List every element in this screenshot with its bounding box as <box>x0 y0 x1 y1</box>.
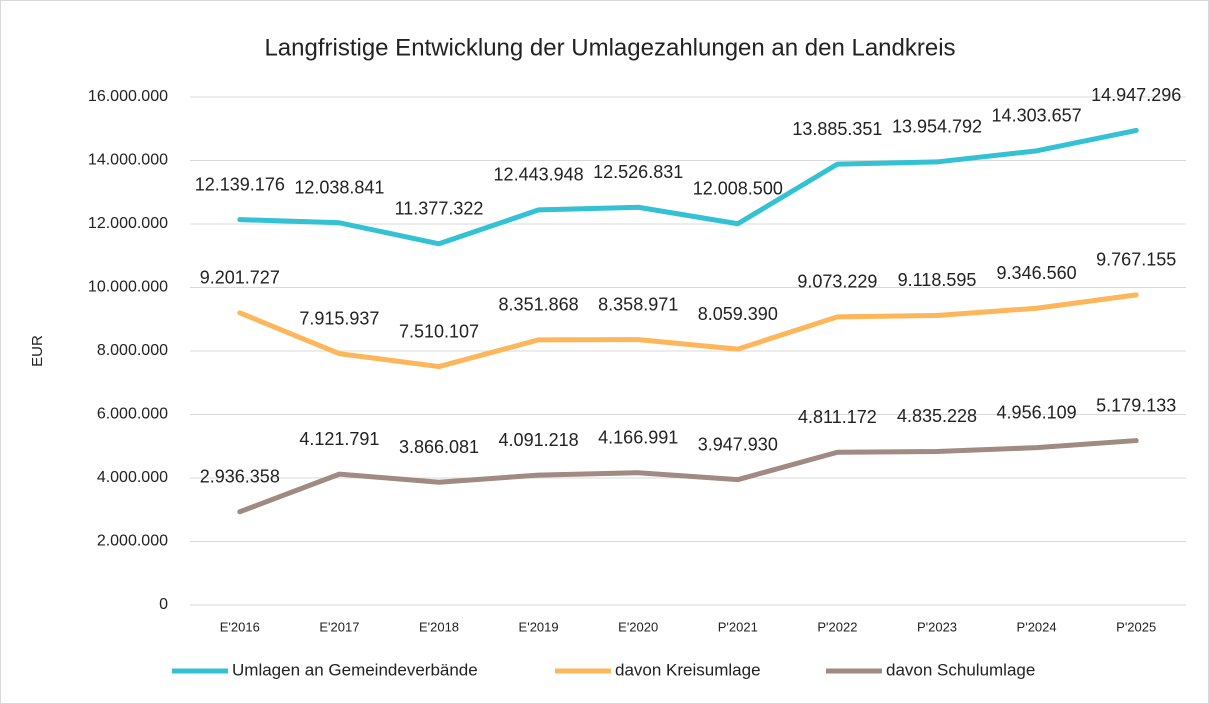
data-label: 9.118.595 <box>898 270 977 290</box>
data-label: 9.073.229 <box>797 272 877 292</box>
data-label: 8.351.868 <box>499 295 579 315</box>
data-label: 13.885.351 <box>792 119 882 139</box>
series-line <box>237 292 1139 370</box>
data-label: 9.346.560 <box>997 263 1077 283</box>
y-tick-label: 6.000.000 <box>97 406 168 423</box>
y-tick-label: 4.000.000 <box>97 469 168 486</box>
data-label: 14.303.657 <box>992 106 1082 126</box>
data-label: 12.139.176 <box>195 174 285 194</box>
series-line <box>237 438 1139 515</box>
data-label: 4.835.228 <box>897 406 977 426</box>
y-axis-label: EUR <box>29 335 46 367</box>
y-tick-label: 2.000.000 <box>97 533 168 550</box>
data-label: 8.358.971 <box>598 294 678 314</box>
x-tick-label: E'2018 <box>419 619 459 634</box>
x-tick-label: P'2025 <box>1116 619 1156 634</box>
data-label: 4.091.218 <box>499 430 579 450</box>
x-tick-label: P'2021 <box>718 619 758 634</box>
legend-label: Umlagen an Gemeindeverbände <box>232 660 478 679</box>
y-tick-label: 10.000.000 <box>88 279 168 296</box>
data-label: 12.008.500 <box>693 178 783 198</box>
data-label: 5.179.133 <box>1096 395 1176 415</box>
data-label: 4.121.791 <box>299 429 379 449</box>
x-tick-label: P'2024 <box>1017 619 1057 634</box>
y-tick-label: 14.000.000 <box>88 152 168 169</box>
x-tick-label: E'2019 <box>519 619 559 634</box>
x-tick-label: E'2020 <box>618 619 658 634</box>
data-label: 4.811.172 <box>798 407 877 427</box>
data-label: 9.201.727 <box>200 268 280 288</box>
data-label: 13.954.792 <box>892 117 982 137</box>
data-label: 11.377.322 <box>395 199 484 219</box>
data-label: 9.767.155 <box>1096 250 1176 270</box>
y-tick-label: 8.000.000 <box>97 342 168 359</box>
x-tick-label: E'2016 <box>220 619 260 634</box>
data-label: 4.166.991 <box>598 427 678 447</box>
x-tick-label: E'2017 <box>319 619 359 634</box>
data-label: 2.936.358 <box>200 467 280 487</box>
data-label: 7.510.107 <box>399 321 479 341</box>
data-label: 8.059.390 <box>698 304 778 324</box>
x-tick-label: P'2023 <box>917 619 957 634</box>
data-label: 14.947.296 <box>1091 85 1181 105</box>
y-tick-label: 16.000.000 <box>88 88 168 105</box>
data-label: 7.915.937 <box>299 308 379 328</box>
y-tick-label: 12.000.000 <box>88 215 168 232</box>
data-label: 12.443.948 <box>494 165 584 185</box>
legend-label: davon Kreisumlage <box>615 660 761 679</box>
data-label: 12.038.841 <box>294 178 384 198</box>
data-label: 4.956.109 <box>997 402 1077 422</box>
y-tick-label: 0 <box>159 596 168 613</box>
data-label: 12.526.831 <box>593 162 683 182</box>
legend-label: davon Schulumlage <box>886 660 1035 679</box>
data-label: 3.866.081 <box>399 437 479 457</box>
series-line <box>237 127 1139 247</box>
chart-title: Langfristige Entwicklung der Umlagezahlu… <box>264 34 955 61</box>
data-label: 3.947.930 <box>698 434 778 454</box>
x-tick-label: P'2022 <box>817 619 857 634</box>
